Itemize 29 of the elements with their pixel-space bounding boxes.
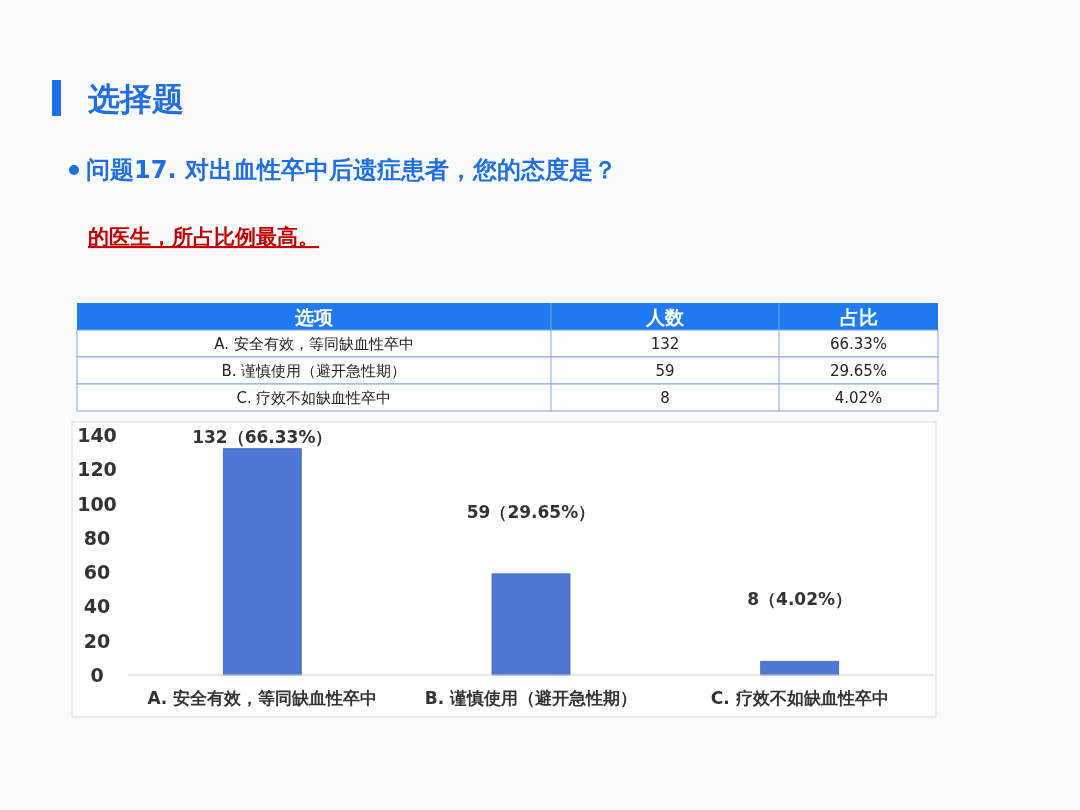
text: 占比: [839, 306, 878, 328]
y-tick-label: 120: [77, 458, 117, 481]
y-tick-label: 0: [90, 664, 104, 686]
category-label: A. 安全有效，等同缺血性卒中: [214, 335, 414, 353]
text: 66.33%: [829, 335, 888, 353]
text: 的医生，所占比例最高。: [88, 225, 319, 249]
text: 132: [650, 335, 680, 353]
text: 4.02%: [834, 389, 883, 407]
chart-subtitle: 问题17. 对出血性卒中后遗症患者，您的态度是？: [86, 156, 617, 184]
text: 8: [660, 389, 670, 407]
y-tick-label: 100: [77, 492, 117, 515]
text: 选项: [294, 306, 333, 328]
y-tick-label: 80: [83, 526, 111, 549]
data-label: 132（66.33%）: [192, 426, 333, 447]
y-tick-label: 60: [83, 561, 111, 584]
x-tick-label: C. 疗效不如缺血性卒中: [710, 688, 889, 708]
data-label: 8（4.02%）: [747, 589, 853, 610]
text: 59: [655, 362, 675, 380]
y-tick-label: 140: [77, 424, 117, 446]
text: 人数: [645, 306, 685, 328]
y-tick-label: 20: [83, 629, 111, 652]
y-tick-label: 40: [83, 595, 111, 618]
data-label: 59（29.65%）: [466, 501, 596, 522]
chart-title: 选择题: [87, 80, 184, 118]
x-tick-label: B. 谨慎使用（避开急性期）: [424, 688, 638, 708]
category-label: B. 谨慎使用（避开急性期）: [221, 362, 407, 380]
category-label: C. 疗效不如缺血性卒中: [236, 389, 392, 407]
x-tick-label: A. 安全有效，等同缺血性卒中: [147, 688, 378, 708]
text: 29.65%: [829, 362, 888, 380]
